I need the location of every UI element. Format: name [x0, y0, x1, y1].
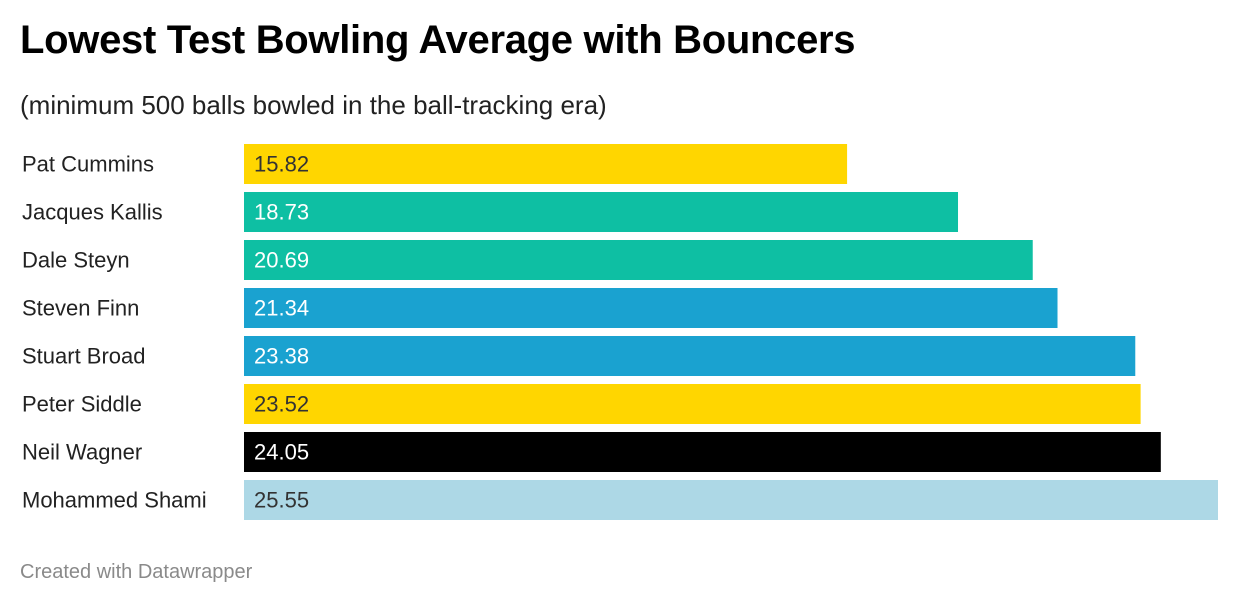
bar[interactable] [244, 384, 1141, 424]
bar[interactable] [244, 336, 1136, 376]
bar-value-label: 21.34 [254, 296, 309, 321]
bar-value-label: 24.05 [254, 440, 309, 465]
bar-value-label: 20.69 [254, 248, 309, 273]
category-label: Pat Cummins [22, 152, 154, 177]
bar[interactable] [244, 480, 1218, 520]
bar-value-label: 23.38 [254, 344, 309, 369]
datawrapper-credit[interactable]: Created with Datawrapper [20, 561, 253, 583]
bar-value-label: 15.82 [254, 152, 309, 177]
bar-value-label: 18.73 [254, 200, 309, 225]
bar[interactable] [244, 432, 1161, 472]
bar[interactable] [244, 192, 959, 232]
category-label: Mohammed Shami [22, 488, 207, 513]
category-label: Dale Steyn [22, 248, 130, 273]
bar-value-label: 25.55 [254, 488, 309, 513]
bar[interactable] [244, 144, 848, 184]
category-label: Neil Wagner [22, 440, 142, 465]
chart-subtitle: (minimum 500 balls bowled in the ball-tr… [20, 90, 607, 120]
bar[interactable] [244, 288, 1058, 328]
category-label: Stuart Broad [22, 344, 146, 369]
bar-value-label: 23.52 [254, 392, 309, 417]
bar[interactable] [244, 240, 1033, 280]
category-label: Steven Finn [22, 296, 139, 321]
chart-title: Lowest Test Bowling Average with Bouncer… [20, 18, 856, 62]
category-label: Jacques Kallis [22, 200, 163, 225]
category-label: Peter Siddle [22, 392, 142, 417]
